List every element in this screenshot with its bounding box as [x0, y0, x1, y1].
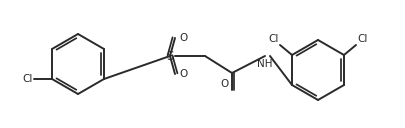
Text: O: O: [179, 69, 187, 79]
Text: O: O: [179, 33, 187, 43]
Text: O: O: [220, 79, 228, 89]
Text: Cl: Cl: [268, 34, 278, 44]
Text: Cl: Cl: [356, 34, 367, 44]
Text: Cl: Cl: [23, 74, 33, 84]
Text: NH: NH: [257, 59, 272, 69]
Text: S: S: [166, 50, 173, 62]
